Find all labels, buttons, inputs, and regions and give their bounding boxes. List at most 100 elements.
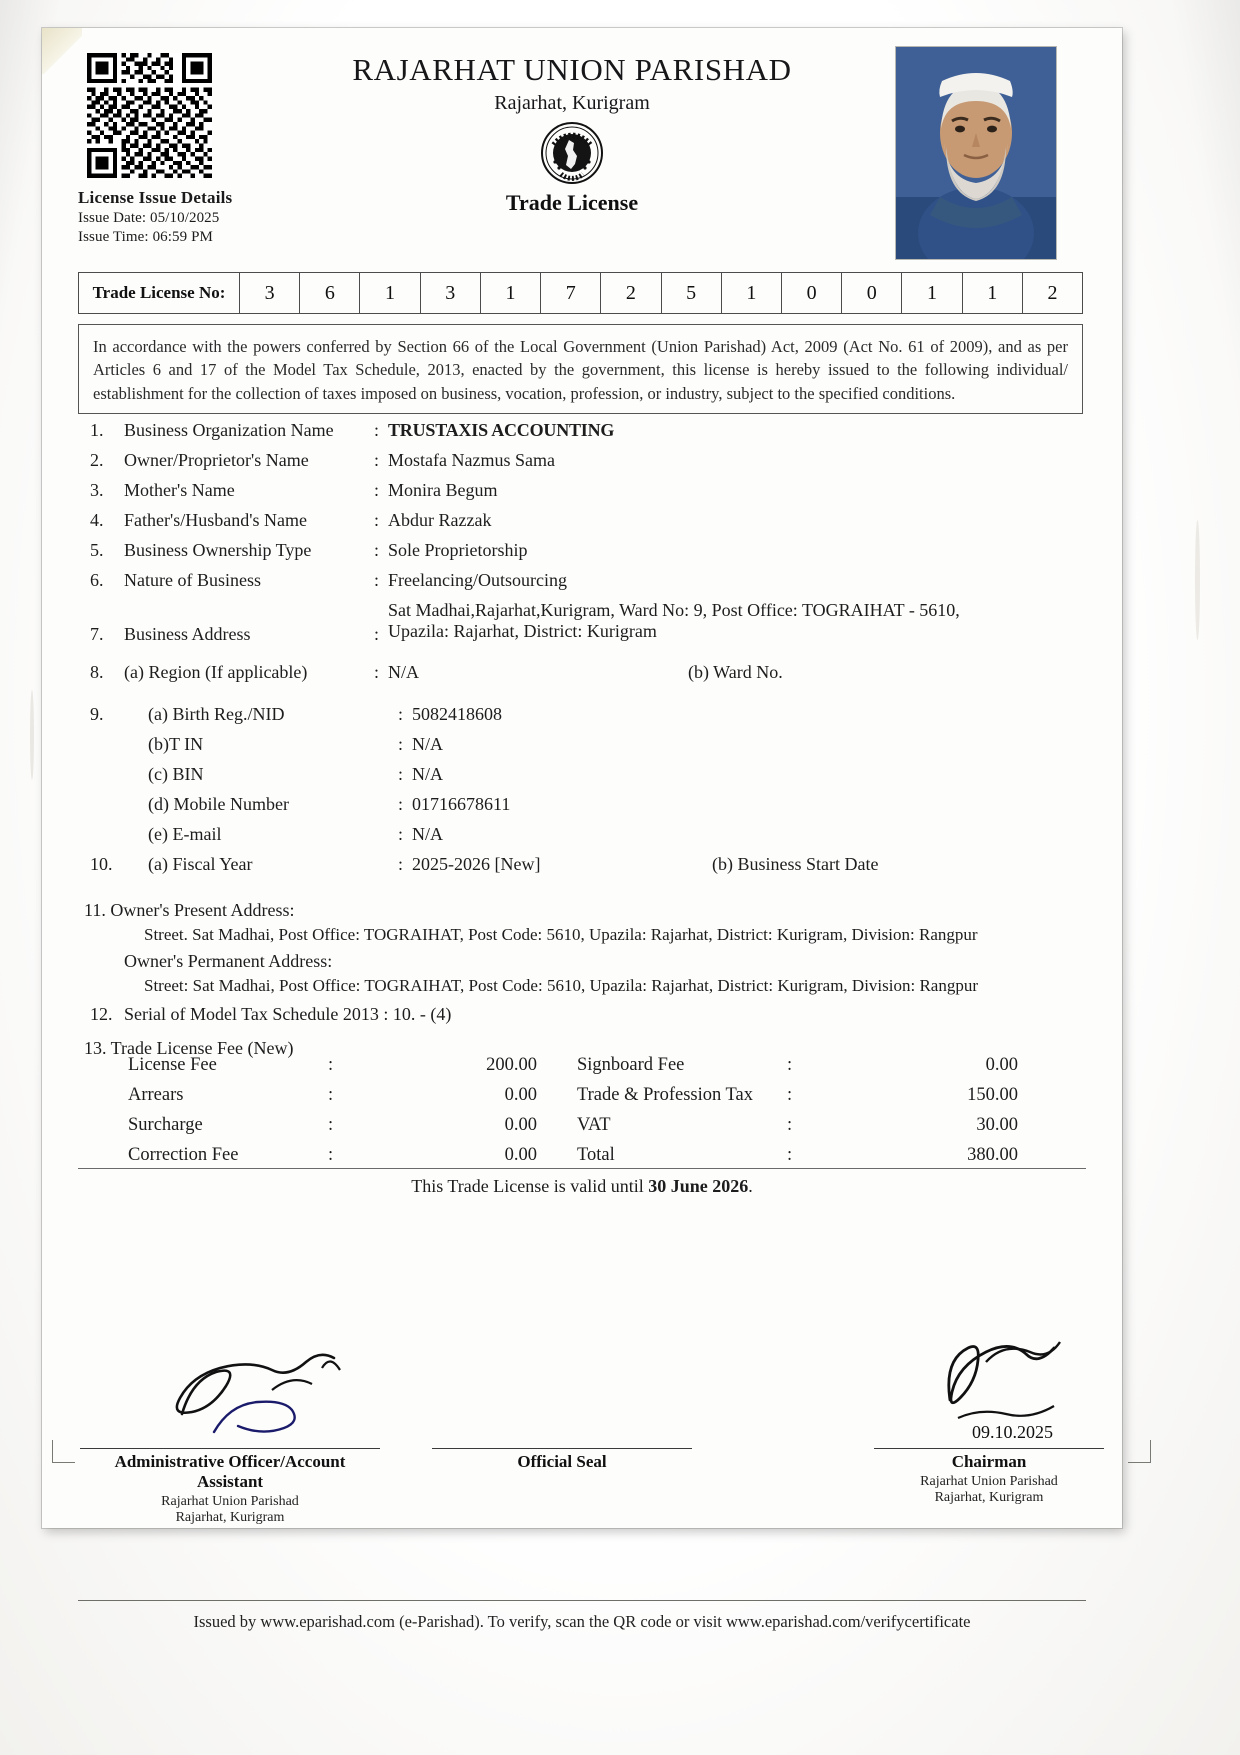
fee-amount-signboard-fee: 0.00 xyxy=(985,1054,1018,1075)
field-colon: : xyxy=(374,450,380,470)
field-row-owner-name: 2. Owner/Proprietor's Name : Mostafa Naz… xyxy=(78,450,1086,480)
license-digit: 3 xyxy=(240,273,301,313)
field-value-business-address: Sat Madhai,Rajarhat,Kurigram, Ward No: 9… xyxy=(388,600,1086,642)
organization-name: RAJARHAT UNION PARISHAD xyxy=(352,52,792,87)
signature-org-line-1: Rajarhat Union Parishad xyxy=(920,1474,1058,1489)
fee-label-vat: VAT xyxy=(577,1114,611,1135)
field-value-tin: N/A xyxy=(412,734,443,754)
footer-text: Issued by www.eparishad.com (e-Parishad)… xyxy=(193,1612,971,1631)
field-value-ownership-type: Sole Proprietorship xyxy=(388,540,528,560)
field-label: Business Address xyxy=(124,624,251,644)
field-value-birth-reg-nid: 5082418608 xyxy=(412,704,502,724)
field-colon: : xyxy=(374,510,380,530)
field-label-bin: (c) BIN xyxy=(148,764,204,784)
fee-colon: : xyxy=(787,1084,793,1105)
validity-date: 30 June 2026 xyxy=(648,1176,749,1196)
field-row-mother-name: 3. Mother's Name : Monira Begum xyxy=(78,480,1086,510)
official-seal-label: Official Seal xyxy=(517,1452,607,1471)
business-address-line-1: Sat Madhai,Rajarhat,Kurigram, Ward No: 9… xyxy=(388,600,960,620)
fee-amount-surcharge: 0.00 xyxy=(504,1114,537,1135)
field-colon: : xyxy=(374,540,380,560)
issue-time-value: 06:59 PM xyxy=(152,229,213,245)
license-digit: 7 xyxy=(541,273,602,313)
field-label: Owner/Proprietor's Name xyxy=(124,450,309,470)
qr-code[interactable] xyxy=(87,53,212,178)
license-digit: 0 xyxy=(782,273,843,313)
issue-date-label: Issue Date: xyxy=(78,210,147,226)
serial-model-tax-schedule-text: Serial of Model Tax Schedule 2013 : 10. … xyxy=(124,1004,452,1024)
field-label: Business Organization Name xyxy=(124,420,334,440)
field-value-mother-name: Monira Begum xyxy=(388,480,498,500)
field-colon: : xyxy=(374,420,380,440)
fee-label-license-fee: License Fee xyxy=(128,1054,217,1075)
field-value-fiscal-year: 2025-2026 [New] xyxy=(412,854,541,874)
field-colon: : xyxy=(398,704,404,724)
fee-colon: : xyxy=(328,1114,334,1135)
fee-amount-arrears: 0.00 xyxy=(504,1084,537,1105)
field-label: Mother's Name xyxy=(124,480,235,500)
field-label: Father's/Husband's Name xyxy=(124,510,307,530)
field-value-business-start-date: : N/A xyxy=(1012,854,1240,896)
fee-amount-trade-profession-tax: 150.00 xyxy=(967,1084,1018,1105)
fee-row: Surcharge : 0.00 VAT : 30.00 xyxy=(78,1110,1086,1140)
field-row-business-address: 7. Business Address : Sat Madhai,Rajarha… xyxy=(78,600,1086,662)
field-row-tin: (b)T IN : N/A xyxy=(78,734,1086,764)
signature-line xyxy=(80,1448,380,1449)
fee-label-arrears: Arrears xyxy=(128,1084,184,1105)
field-colon: : xyxy=(374,662,380,682)
administrative-officer-signature xyxy=(175,1353,341,1434)
owner-present-address-value: Street. Sat Madhai, Post Office: TOGRAIH… xyxy=(144,925,978,944)
fee-label-surcharge: Surcharge xyxy=(128,1114,203,1135)
signature-line xyxy=(874,1448,1104,1449)
trade-license-fee-title: 13. Trade License Fee (New) xyxy=(84,1038,294,1058)
fee-amount-vat: 30.00 xyxy=(976,1114,1018,1135)
field-row-nature-of-business: 6. Nature of Business : Freelancing/Outs… xyxy=(78,570,1086,600)
field-label: Nature of Business xyxy=(124,570,261,590)
fee-colon: : xyxy=(328,1144,334,1165)
signature-role-chairman: Chairman xyxy=(951,1452,1027,1471)
national-emblem-icon xyxy=(541,122,603,184)
field-colon: : xyxy=(398,734,404,754)
owner-present-address-title: 11. Owner's Present Address: xyxy=(84,900,295,920)
license-fields: 1. Business Organization Name : TRUSTAXI… xyxy=(78,420,1086,1059)
organization-location: Rajarhat, Kurigram xyxy=(494,92,650,114)
signature-org-line-2: Rajarhat, Kurigram xyxy=(175,1510,285,1525)
field-number: 6. xyxy=(90,570,104,590)
page-corner-fold xyxy=(42,28,82,74)
field-number: 12. xyxy=(90,1004,113,1024)
fee-row: Correction Fee : 0.00 Total : 380.00 xyxy=(78,1140,1086,1170)
owner-photo xyxy=(895,46,1057,260)
field-value-region: N/A xyxy=(388,662,419,682)
validity-suffix: . xyxy=(748,1176,753,1196)
fee-amount-license-fee: 200.00 xyxy=(486,1054,537,1075)
license-digit: 2 xyxy=(601,273,662,313)
field-value-ward-no: : 9 xyxy=(988,662,1240,704)
field-label: Business Ownership Type xyxy=(124,540,312,560)
scan-speck xyxy=(1195,520,1200,640)
field-colon: : xyxy=(374,624,380,644)
field-number: 1. xyxy=(90,420,104,440)
issue-time-label: Issue Time: xyxy=(78,229,149,245)
field-colon: : xyxy=(398,764,404,784)
crop-mark-bottom-right xyxy=(1128,1440,1151,1463)
license-digit: 5 xyxy=(662,273,722,313)
license-digit: 1 xyxy=(722,273,782,313)
document-type-title: Trade License xyxy=(505,190,639,215)
footer-divider xyxy=(78,1600,1086,1601)
field-value-business-organization-name: TRUSTAXIS ACCOUNTING xyxy=(388,420,615,440)
fee-amount-total: 380.00 xyxy=(967,1144,1018,1165)
field-colon: : xyxy=(374,570,380,590)
field-row-email: (e) E-mail : N/A xyxy=(78,824,1086,854)
validity-statement: This Trade License is valid until 30 Jun… xyxy=(78,1176,1086,1197)
fee-row: Arrears : 0.00 Trade & Profession Tax : … xyxy=(78,1080,1086,1110)
license-digit: 0 xyxy=(842,273,903,313)
organization-header: RAJARHAT UNION PARISHAD Rajarhat, Kurigr… xyxy=(292,52,852,216)
fee-label-total: Total xyxy=(577,1144,615,1165)
issue-details-title: License Issue Details xyxy=(78,188,233,207)
field-label-email: (e) E-mail xyxy=(148,824,222,844)
field-value-email: N/A xyxy=(412,824,443,844)
field-row-serial-model-tax-schedule: 12. Serial of Model Tax Schedule 2013 : … xyxy=(78,1004,1086,1034)
fee-label-signboard-fee: Signboard Fee xyxy=(577,1054,685,1075)
field-row-business-organization-name: 1. Business Organization Name : TRUSTAXI… xyxy=(78,420,1086,450)
